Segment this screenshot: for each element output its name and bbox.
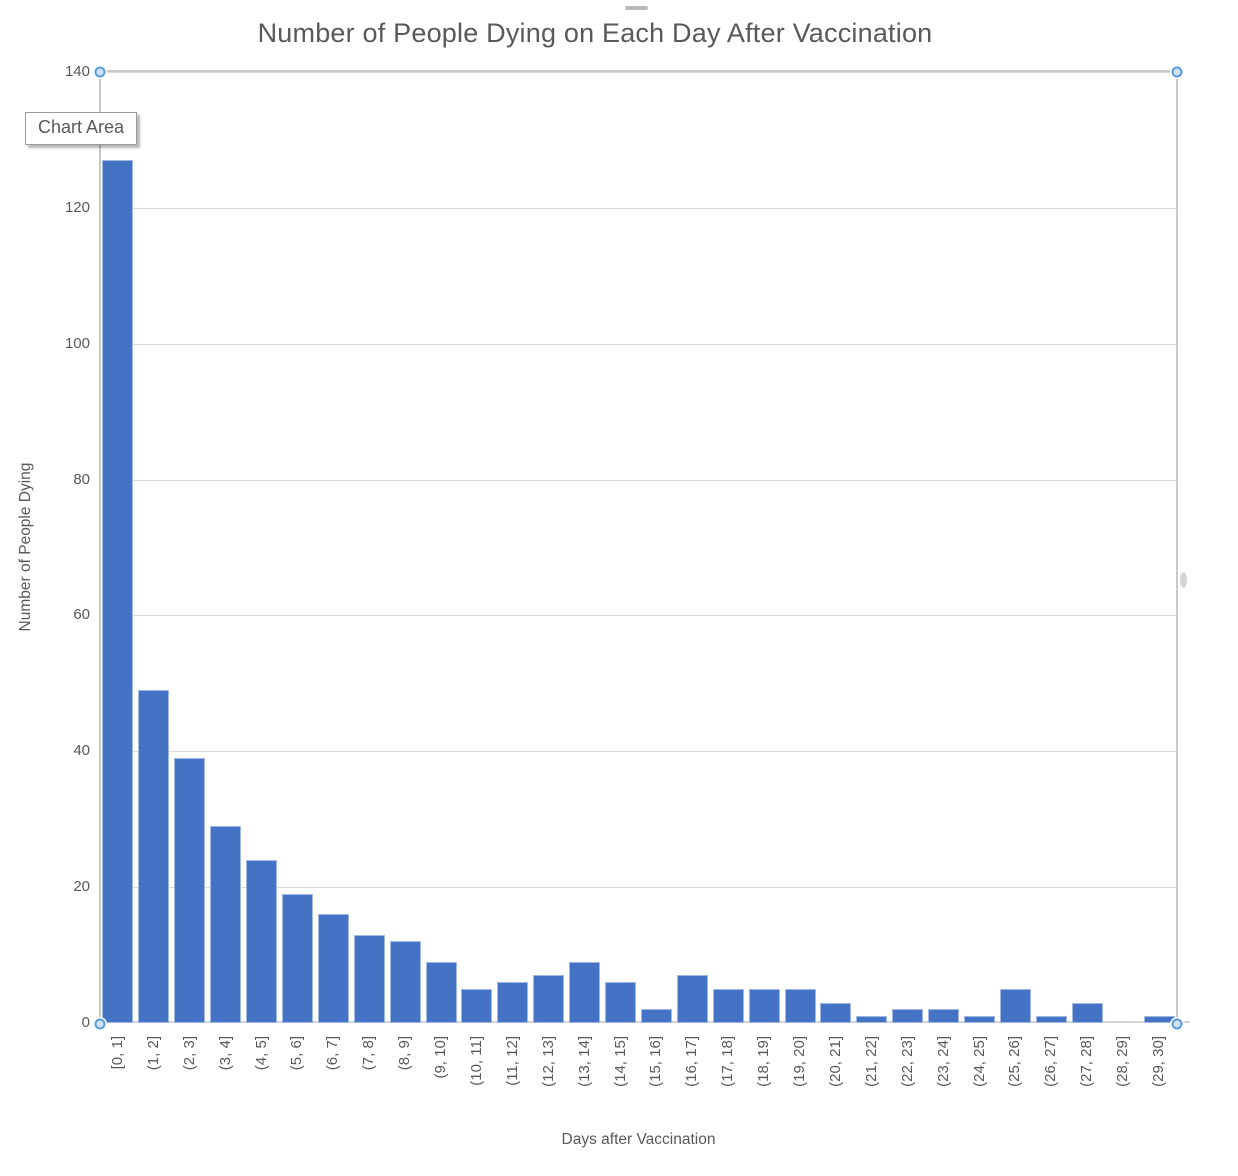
x-tick-label: (16, 17] bbox=[683, 1036, 701, 1087]
x-tick-label: (18, 19] bbox=[755, 1036, 773, 1087]
y-tick-label: 140 bbox=[64, 63, 90, 80]
gridline bbox=[100, 615, 1177, 617]
plot-area-border-left bbox=[99, 71, 101, 1025]
y-tick-label: 0 bbox=[81, 1014, 90, 1031]
chart-area-tooltip: Chart Area bbox=[25, 112, 138, 145]
y-tick-label: 40 bbox=[73, 742, 90, 760]
x-tick-label: (1, 2] bbox=[144, 1036, 162, 1071]
bar[interactable] bbox=[174, 758, 206, 1023]
x-tick-label: (17, 18] bbox=[719, 1036, 737, 1087]
x-tick-label: (10, 11] bbox=[467, 1036, 485, 1086]
gridline bbox=[100, 751, 1177, 753]
bar[interactable] bbox=[102, 160, 134, 1023]
x-axis-title[interactable]: Days after Vaccination bbox=[561, 1131, 716, 1148]
x-tick-label: (2, 3] bbox=[180, 1036, 198, 1071]
x-tick-label: (23, 24] bbox=[934, 1036, 952, 1087]
y-tick-label: 120 bbox=[64, 198, 90, 216]
plot-area-border-right bbox=[1176, 71, 1178, 1027]
bar[interactable] bbox=[353, 934, 385, 1023]
x-tick-label: (3, 4] bbox=[216, 1036, 234, 1071]
selection-handle-bottom-left[interactable] bbox=[94, 1018, 106, 1030]
x-tick-label: (4, 5] bbox=[252, 1036, 270, 1071]
bar[interactable] bbox=[605, 982, 637, 1023]
chart-title[interactable]: Number of People Dying on Each Day After… bbox=[257, 18, 933, 48]
x-tick-label: (5, 6] bbox=[288, 1036, 306, 1071]
bar[interactable] bbox=[928, 1009, 960, 1023]
bar[interactable] bbox=[712, 989, 744, 1023]
gridline bbox=[100, 887, 1177, 889]
gridline bbox=[100, 72, 1177, 73]
y-axis-title[interactable]: Number of People Dying bbox=[17, 462, 34, 632]
bar[interactable] bbox=[856, 1016, 888, 1023]
x-tick-label: (20, 21] bbox=[826, 1036, 844, 1087]
bar[interactable] bbox=[964, 1016, 996, 1023]
y-tick-label: 100 bbox=[64, 334, 90, 352]
bar[interactable] bbox=[820, 1002, 852, 1023]
bar[interactable] bbox=[389, 941, 421, 1023]
bar[interactable] bbox=[210, 826, 242, 1023]
x-tick-label: (14, 15] bbox=[611, 1036, 629, 1087]
bar[interactable] bbox=[892, 1009, 924, 1023]
plot-area-border-top bbox=[100, 70, 1177, 72]
bar[interactable] bbox=[784, 989, 816, 1023]
bar[interactable] bbox=[676, 975, 708, 1023]
bar[interactable] bbox=[317, 914, 349, 1023]
bar[interactable] bbox=[999, 989, 1031, 1023]
selection-handle-bottom-right[interactable] bbox=[1171, 1018, 1183, 1030]
bar[interactable] bbox=[246, 859, 278, 1023]
bar[interactable] bbox=[281, 893, 313, 1023]
x-tick-label: (21, 22] bbox=[862, 1036, 880, 1087]
gridline bbox=[100, 343, 1177, 345]
bar[interactable] bbox=[533, 975, 565, 1023]
x-tick-label: (22, 23] bbox=[898, 1036, 916, 1087]
bar[interactable] bbox=[1035, 1016, 1067, 1023]
y-tick-label: 80 bbox=[73, 470, 90, 488]
x-tick-label: [0, 1] bbox=[108, 1036, 126, 1070]
bar[interactable] bbox=[1071, 1002, 1103, 1023]
chart-resize-handle-top[interactable] bbox=[625, 6, 648, 10]
bar[interactable] bbox=[1143, 1016, 1175, 1023]
x-tick-label: (29, 30] bbox=[1150, 1036, 1168, 1087]
selection-handle-top-left[interactable] bbox=[94, 66, 106, 78]
bar[interactable] bbox=[425, 961, 457, 1023]
gridline bbox=[100, 207, 1177, 209]
x-tick-label: (19, 20] bbox=[791, 1036, 809, 1087]
x-tick-label: (11, 12] bbox=[503, 1036, 521, 1086]
selection-handle-mid-right[interactable] bbox=[1180, 572, 1187, 588]
y-tick-label: 20 bbox=[73, 878, 90, 896]
x-tick-label: (24, 25] bbox=[970, 1036, 988, 1087]
x-tick-label: (25, 26] bbox=[1006, 1036, 1024, 1087]
x-tick-label: (8, 9] bbox=[396, 1036, 414, 1071]
x-tick-label: (15, 16] bbox=[647, 1036, 665, 1087]
bar[interactable] bbox=[138, 690, 170, 1023]
gridline bbox=[100, 479, 1177, 481]
y-tick-label: 60 bbox=[73, 606, 90, 624]
x-tick-label: (12, 13] bbox=[539, 1036, 557, 1087]
bar[interactable] bbox=[748, 989, 780, 1023]
x-tick-label: (9, 10] bbox=[432, 1036, 450, 1079]
bar[interactable] bbox=[497, 982, 529, 1023]
x-tick-label: (27, 28] bbox=[1078, 1036, 1096, 1087]
bar[interactable] bbox=[461, 989, 493, 1023]
x-tick-label: (26, 27] bbox=[1042, 1036, 1060, 1087]
bar[interactable] bbox=[569, 961, 601, 1023]
selection-handle-top-right[interactable] bbox=[1171, 66, 1183, 78]
x-tick-label: (6, 7] bbox=[324, 1036, 342, 1071]
x-tick-label: (13, 14] bbox=[575, 1036, 593, 1087]
x-tick-label: (7, 8] bbox=[360, 1036, 378, 1071]
bar[interactable] bbox=[640, 1009, 672, 1023]
x-tick-label: (28, 29] bbox=[1114, 1036, 1132, 1087]
